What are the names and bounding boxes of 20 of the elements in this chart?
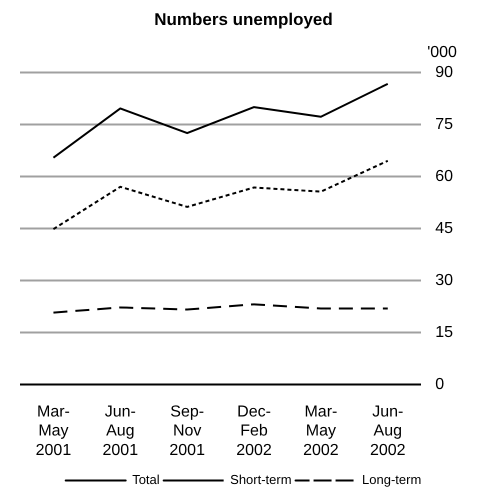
line-series bbox=[52, 303, 389, 314]
y-tick-label: 60 bbox=[435, 168, 454, 185]
y-axis-title: '000 bbox=[427, 44, 458, 61]
legend-label: Long-term bbox=[362, 472, 422, 488]
y-tick-label: 15 bbox=[435, 324, 454, 341]
y-tick-label: 45 bbox=[435, 220, 454, 237]
line-series bbox=[52, 160, 389, 230]
x-tick-label: Mar- May 2002 bbox=[303, 403, 339, 459]
x-tick-label: Jun- Aug 2002 bbox=[370, 403, 406, 459]
legend-label: Short-term bbox=[230, 472, 292, 488]
x-tick-label: Sep- Nov 2001 bbox=[169, 403, 206, 459]
x-tick-label: Dec- Feb 2002 bbox=[236, 403, 272, 459]
y-tick-label: 75 bbox=[435, 116, 454, 133]
legend-label: Total bbox=[132, 472, 160, 488]
chart-title: Numbers unemployed bbox=[154, 10, 333, 29]
x-tick-label: Jun- Aug 2001 bbox=[102, 403, 138, 459]
y-tick-label: 90 bbox=[435, 64, 454, 81]
y-tick-label: 0 bbox=[435, 376, 444, 393]
x-tick-label: Mar- May 2001 bbox=[36, 403, 72, 459]
y-tick-label: 30 bbox=[435, 272, 454, 289]
